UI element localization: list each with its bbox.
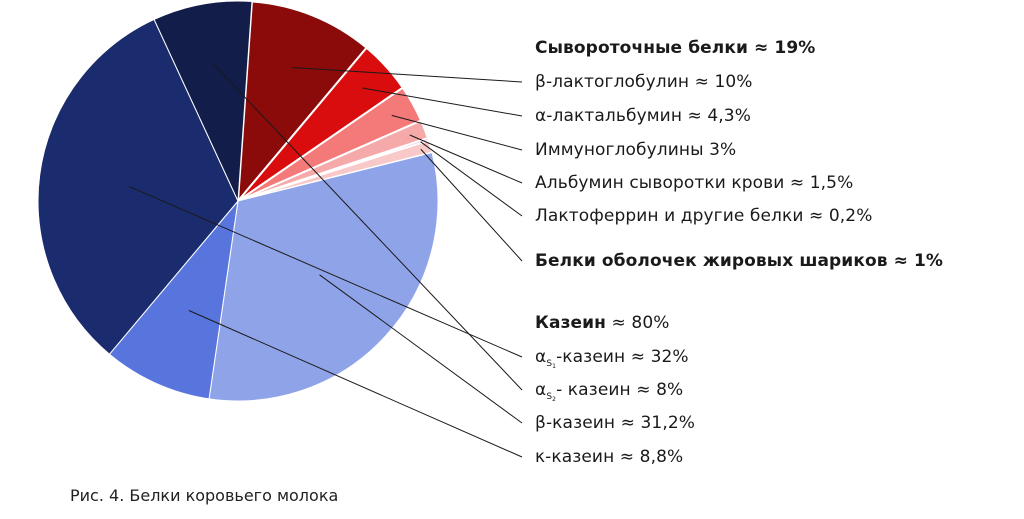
leader-line-3: [391, 114, 523, 151]
leader-line-2: [362, 87, 523, 117]
label-immunoglobulins: Иммуноглобулины 3%: [535, 140, 737, 160]
label-alpha-s2-casein: αS2- казеин ≈ 8%: [535, 380, 683, 410]
casein-header: Казеин ≈ 80%: [535, 313, 669, 333]
label-beta-casein: β-казеин ≈ 31,2%: [535, 413, 695, 433]
leader-line-7: [319, 274, 523, 424]
as1-rest: -казеин ≈ 32%: [556, 347, 689, 367]
as2-rest: - казеин ≈ 8%: [556, 380, 684, 400]
label-alpha-lactalbumin: α-лактальбумин ≈ 4,3%: [535, 106, 751, 126]
leader-line-10: [212, 62, 523, 391]
casein-value: ≈ 80%: [606, 313, 670, 333]
as1-alpha: α: [535, 347, 547, 367]
casein-word: Казеин: [535, 313, 607, 333]
as1-sub: S: [546, 359, 553, 369]
leader-line-8: [188, 310, 523, 458]
label-kappa-casein: κ-казеин ≈ 8,8%: [535, 447, 684, 467]
pie-slice-1: [236, 0, 368, 205]
label-lactoferrin: Лактоферрин и другие белки ≈ 0,2%: [535, 206, 873, 226]
leader-line-1: [291, 66, 523, 83]
leader-lines: [128, 62, 523, 458]
label-serum-albumin: Альбумин сыворотки крови ≈ 1,5%: [535, 173, 854, 193]
pie-slice-9: [37, 18, 239, 355]
figure-caption: Рис. 4. Белки коровьего молока: [70, 486, 339, 505]
leader-line-5: [420, 141, 523, 217]
pie-slice-8: [108, 199, 239, 400]
leader-line-6: [420, 148, 523, 262]
label-beta-lactoglobulin: β-лактоглобулин ≈ 10%: [535, 72, 753, 92]
as1-subsub: 1: [552, 363, 557, 370]
leader-line-4: [409, 134, 523, 184]
label-alpha-s1-casein: αS1-казеин ≈ 32%: [535, 347, 689, 377]
as2-alpha: α: [535, 380, 547, 400]
as2-sub: S: [546, 392, 553, 402]
leader-line-9: [128, 185, 523, 358]
pie-slice-7: [208, 152, 439, 402]
label-fat-globule-proteins: Белки оболочек жировых шариков ≈ 1%: [535, 251, 944, 271]
whey-proteins-header: Сывороточные белки ≈ 19%: [535, 38, 816, 58]
pie-slice-10: [153, 0, 253, 202]
pie-slices: [37, 0, 439, 402]
as2-subsub: 2: [552, 396, 557, 403]
